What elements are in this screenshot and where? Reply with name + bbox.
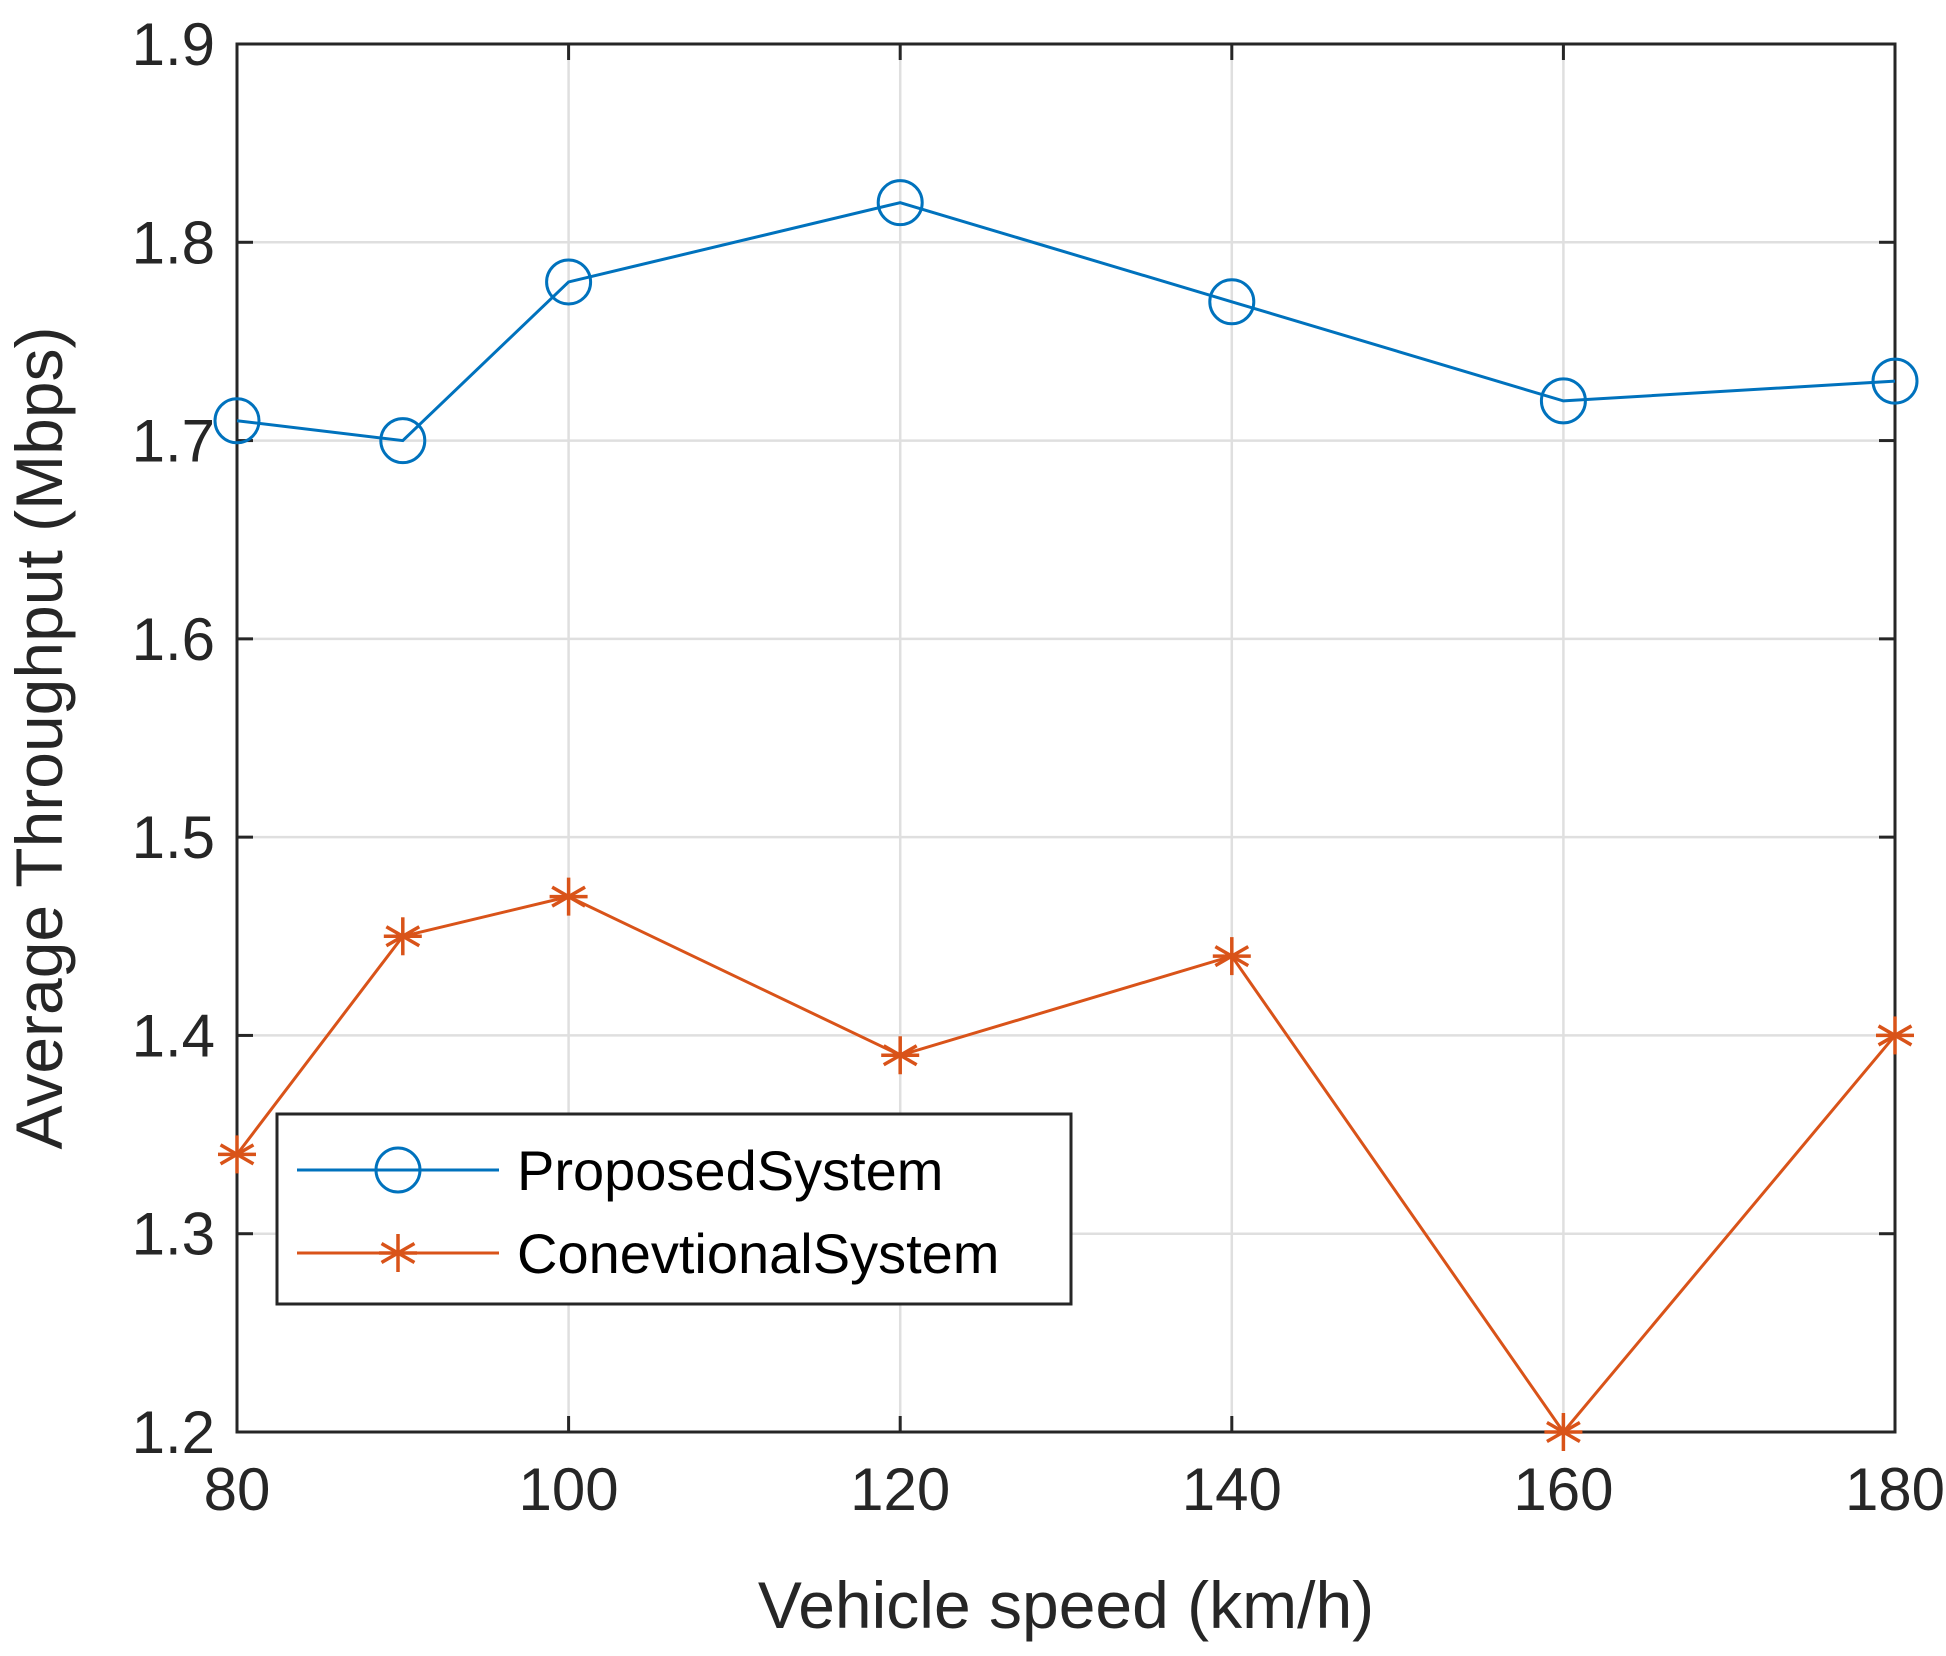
y-tick-label: 1.9 (132, 11, 215, 78)
y-tick-label: 1.7 (132, 408, 215, 475)
data-point-conevtionalsystem (881, 1036, 920, 1075)
data-point-proposedsystem (1208, 278, 1256, 326)
x-tick-label: 100 (519, 1456, 619, 1523)
y-tick-label: 1.2 (132, 1399, 215, 1466)
legend-label: ProposedSystem (517, 1139, 943, 1202)
data-point-proposedsystem (213, 397, 261, 445)
x-tick-label: 120 (850, 1456, 950, 1523)
data-point-conevtionalsystem (383, 917, 422, 956)
x-tick-label: 140 (1182, 1456, 1282, 1523)
legend-items: ProposedSystem ConevtionalSystem (297, 1139, 999, 1285)
series-conevtionalsystem (218, 877, 1914, 1451)
data-point-conevtionalsystem (1876, 1016, 1914, 1055)
data-point-conevtionalsystem (549, 877, 588, 916)
x-tick-label: 180 (1845, 1456, 1945, 1523)
legend-item-conevtionalsystem: ConevtionalSystem (297, 1222, 999, 1285)
data-point-conevtionalsystem (1544, 1413, 1583, 1451)
y-axis-title: Average Throughput (Mbps) (2, 326, 76, 1149)
x-axis-title: Vehicle speed (km/h) (758, 1568, 1374, 1642)
axis-ticks: 80 100 120 140 160 180 1.2 1.3 1.4 1.5 1.6 1.7 1.8 1.… (132, 11, 1945, 1523)
y-tick-label: 1.3 (132, 1201, 215, 1268)
data-point-conevtionalsystem (218, 1135, 256, 1174)
legend-label: ConevtionalSystem (517, 1222, 999, 1285)
data-point-proposedsystem (876, 179, 924, 227)
series-line-proposedsystem (236, 201, 1896, 443)
data-point-proposedsystem (1539, 377, 1587, 425)
data-point-proposedsystem (545, 258, 593, 306)
legend: ProposedSystem ConevtionalSystem (275, 1112, 1073, 1306)
legend-box (275, 1112, 1073, 1306)
legend-marker (379, 1234, 417, 1272)
series-proposedsystem (213, 179, 1919, 465)
y-tick-label: 1.5 (132, 804, 215, 871)
x-tick-label: 80 (204, 1456, 271, 1523)
y-tick-label: 1.6 (132, 606, 215, 673)
legend-marker (374, 1146, 422, 1194)
data-point-proposedsystem (379, 417, 427, 465)
legend-item-proposedsystem: ProposedSystem (297, 1139, 943, 1202)
y-tick-label: 1.4 (132, 1002, 215, 1069)
data-point-conevtionalsystem (1212, 937, 1251, 976)
series-layer (213, 179, 1919, 1451)
x-tick-label: 160 (1513, 1456, 1613, 1523)
y-tick-label: 1.8 (132, 209, 215, 276)
plot-area-frame (235, 42, 1897, 1434)
data-point-proposedsystem (1871, 357, 1919, 405)
